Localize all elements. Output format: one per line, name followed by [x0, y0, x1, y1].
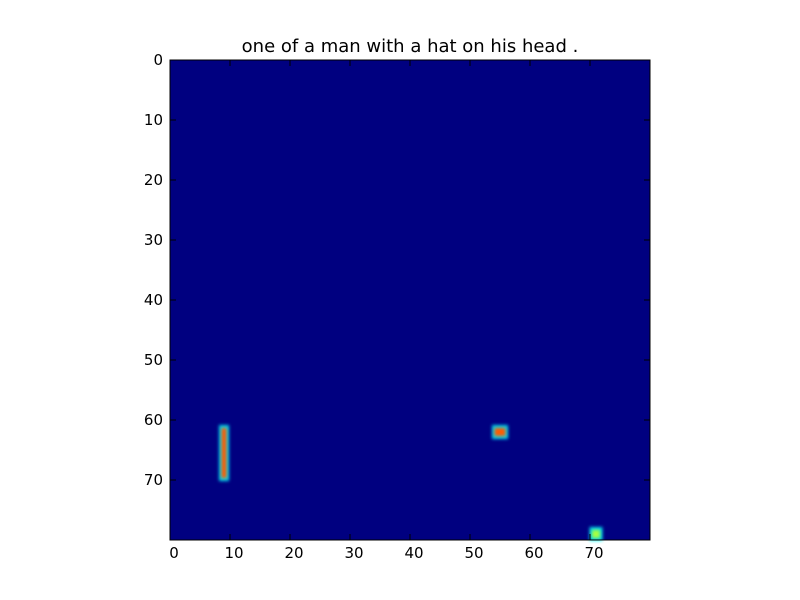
heatmap-hotspots: [219, 425, 603, 541]
heatmap-hotspot-3: [589, 527, 603, 541]
x-tick-label: 70: [584, 544, 603, 562]
y-tick-label: 70: [144, 471, 163, 489]
x-tick-label: 10: [224, 544, 243, 562]
x-tick-label: 60: [524, 544, 543, 562]
y-tick-label: 40: [144, 291, 163, 309]
heatmap-hotspot-core: [221, 428, 227, 478]
y-tick-label: 10: [144, 111, 163, 129]
x-tick-label: 50: [464, 544, 483, 562]
x-axis-ticks: [169, 60, 591, 540]
chart-title: one of a man with a hat on his head .: [242, 36, 579, 57]
x-tick-label: 30: [344, 544, 363, 562]
y-tick-label: 20: [144, 171, 163, 189]
y-tick-label: 50: [144, 351, 163, 369]
y-axis-ticks: [170, 59, 650, 481]
x-axis-tick-labels: 0 10 20 30 40 50 60 70: [169, 544, 603, 562]
heatmap-hotspot-1: [219, 425, 229, 481]
heatmap-hotspot-core: [592, 530, 600, 538]
y-tick-label: 60: [144, 411, 163, 429]
y-tick-label: 0: [153, 51, 163, 69]
heatmap-hotspot-2: [492, 425, 508, 439]
x-tick-label: 40: [404, 544, 423, 562]
x-tick-label: 20: [284, 544, 303, 562]
heatmap-hotspot-core: [494, 428, 506, 436]
x-tick-label: 0: [169, 544, 179, 562]
heatmap-background: [170, 60, 650, 540]
y-tick-label: 30: [144, 231, 163, 249]
y-axis-tick-labels: 0 10 20 30 40 50 60 70: [144, 51, 163, 489]
